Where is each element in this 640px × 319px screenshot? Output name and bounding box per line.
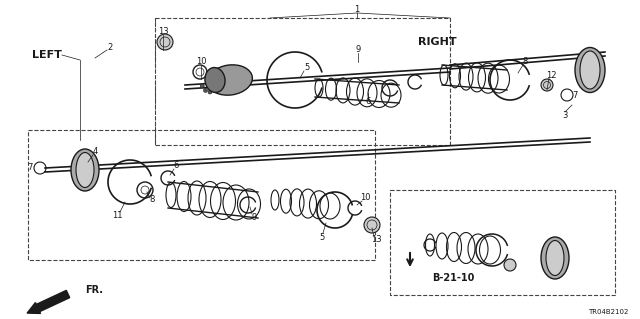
Text: 6: 6 xyxy=(173,161,179,170)
Ellipse shape xyxy=(575,48,605,93)
Text: 9: 9 xyxy=(355,46,360,55)
Circle shape xyxy=(157,34,173,50)
Ellipse shape xyxy=(71,149,99,191)
Text: LEFT: LEFT xyxy=(32,50,62,60)
Text: FR.: FR. xyxy=(85,285,103,295)
Text: 6: 6 xyxy=(365,98,371,107)
Text: 8: 8 xyxy=(149,196,155,204)
Text: 1: 1 xyxy=(355,5,360,14)
Text: 11: 11 xyxy=(112,211,122,219)
Text: 5: 5 xyxy=(305,63,310,72)
Text: 7: 7 xyxy=(28,164,33,173)
Text: B-21-10: B-21-10 xyxy=(432,273,474,283)
Text: 13: 13 xyxy=(371,235,381,244)
Text: 3: 3 xyxy=(563,110,568,120)
Text: 9: 9 xyxy=(252,212,257,221)
Ellipse shape xyxy=(541,237,569,279)
Text: 4: 4 xyxy=(92,147,98,157)
Text: 13: 13 xyxy=(157,27,168,36)
Circle shape xyxy=(204,88,207,93)
Text: 5: 5 xyxy=(319,233,324,241)
Text: 10: 10 xyxy=(196,57,206,66)
Circle shape xyxy=(212,88,216,93)
Text: 7: 7 xyxy=(572,91,578,100)
Ellipse shape xyxy=(546,241,564,276)
Circle shape xyxy=(504,259,516,271)
Ellipse shape xyxy=(76,152,94,188)
Circle shape xyxy=(364,217,380,233)
Circle shape xyxy=(217,78,221,82)
Text: RIGHT: RIGHT xyxy=(418,37,456,47)
Circle shape xyxy=(208,90,212,94)
FancyArrow shape xyxy=(27,290,70,314)
Ellipse shape xyxy=(207,65,252,95)
Text: TR04B2102: TR04B2102 xyxy=(588,309,628,315)
Ellipse shape xyxy=(205,68,225,93)
Circle shape xyxy=(541,79,553,91)
Text: 10: 10 xyxy=(360,194,371,203)
Ellipse shape xyxy=(580,51,600,89)
Circle shape xyxy=(216,84,220,88)
Text: 12: 12 xyxy=(546,70,556,79)
Text: 2: 2 xyxy=(108,43,113,53)
Circle shape xyxy=(200,84,204,88)
Text: 8: 8 xyxy=(522,57,528,66)
